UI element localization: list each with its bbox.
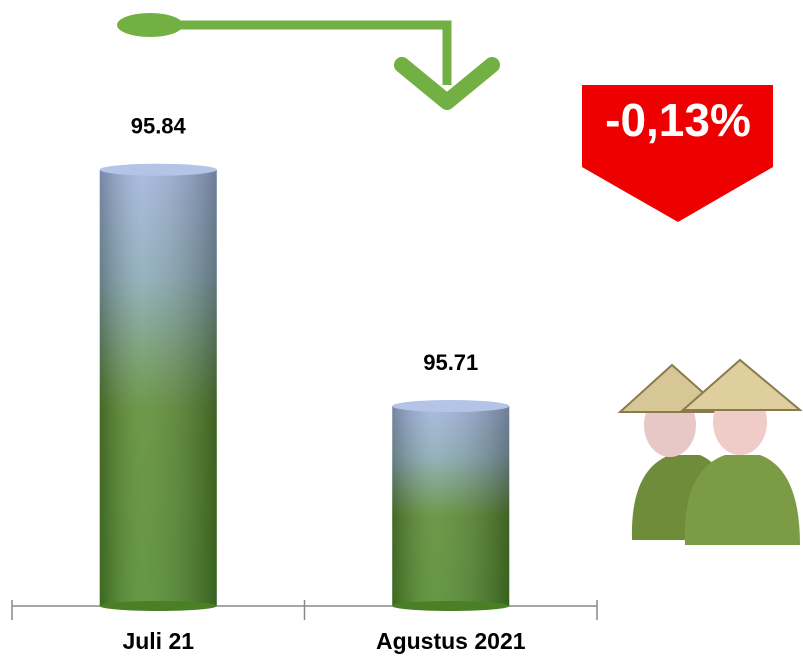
data-label: 95.84 (131, 114, 187, 139)
bar-cap (99, 163, 217, 176)
data-label: 95.71 (423, 350, 478, 375)
change-label: -0,13% (605, 94, 751, 146)
change-badge (582, 85, 773, 222)
x-tick-label: Juli 21 (122, 628, 194, 654)
decor-arrow (117, 13, 500, 110)
bar-base (392, 601, 510, 611)
x-tick-label: Agustus 2021 (376, 628, 526, 654)
farmers-icon (617, 358, 803, 545)
bar-base (99, 601, 217, 611)
bar-shade (392, 406, 510, 606)
bar-cap (392, 400, 510, 413)
bar-shade (99, 169, 217, 606)
